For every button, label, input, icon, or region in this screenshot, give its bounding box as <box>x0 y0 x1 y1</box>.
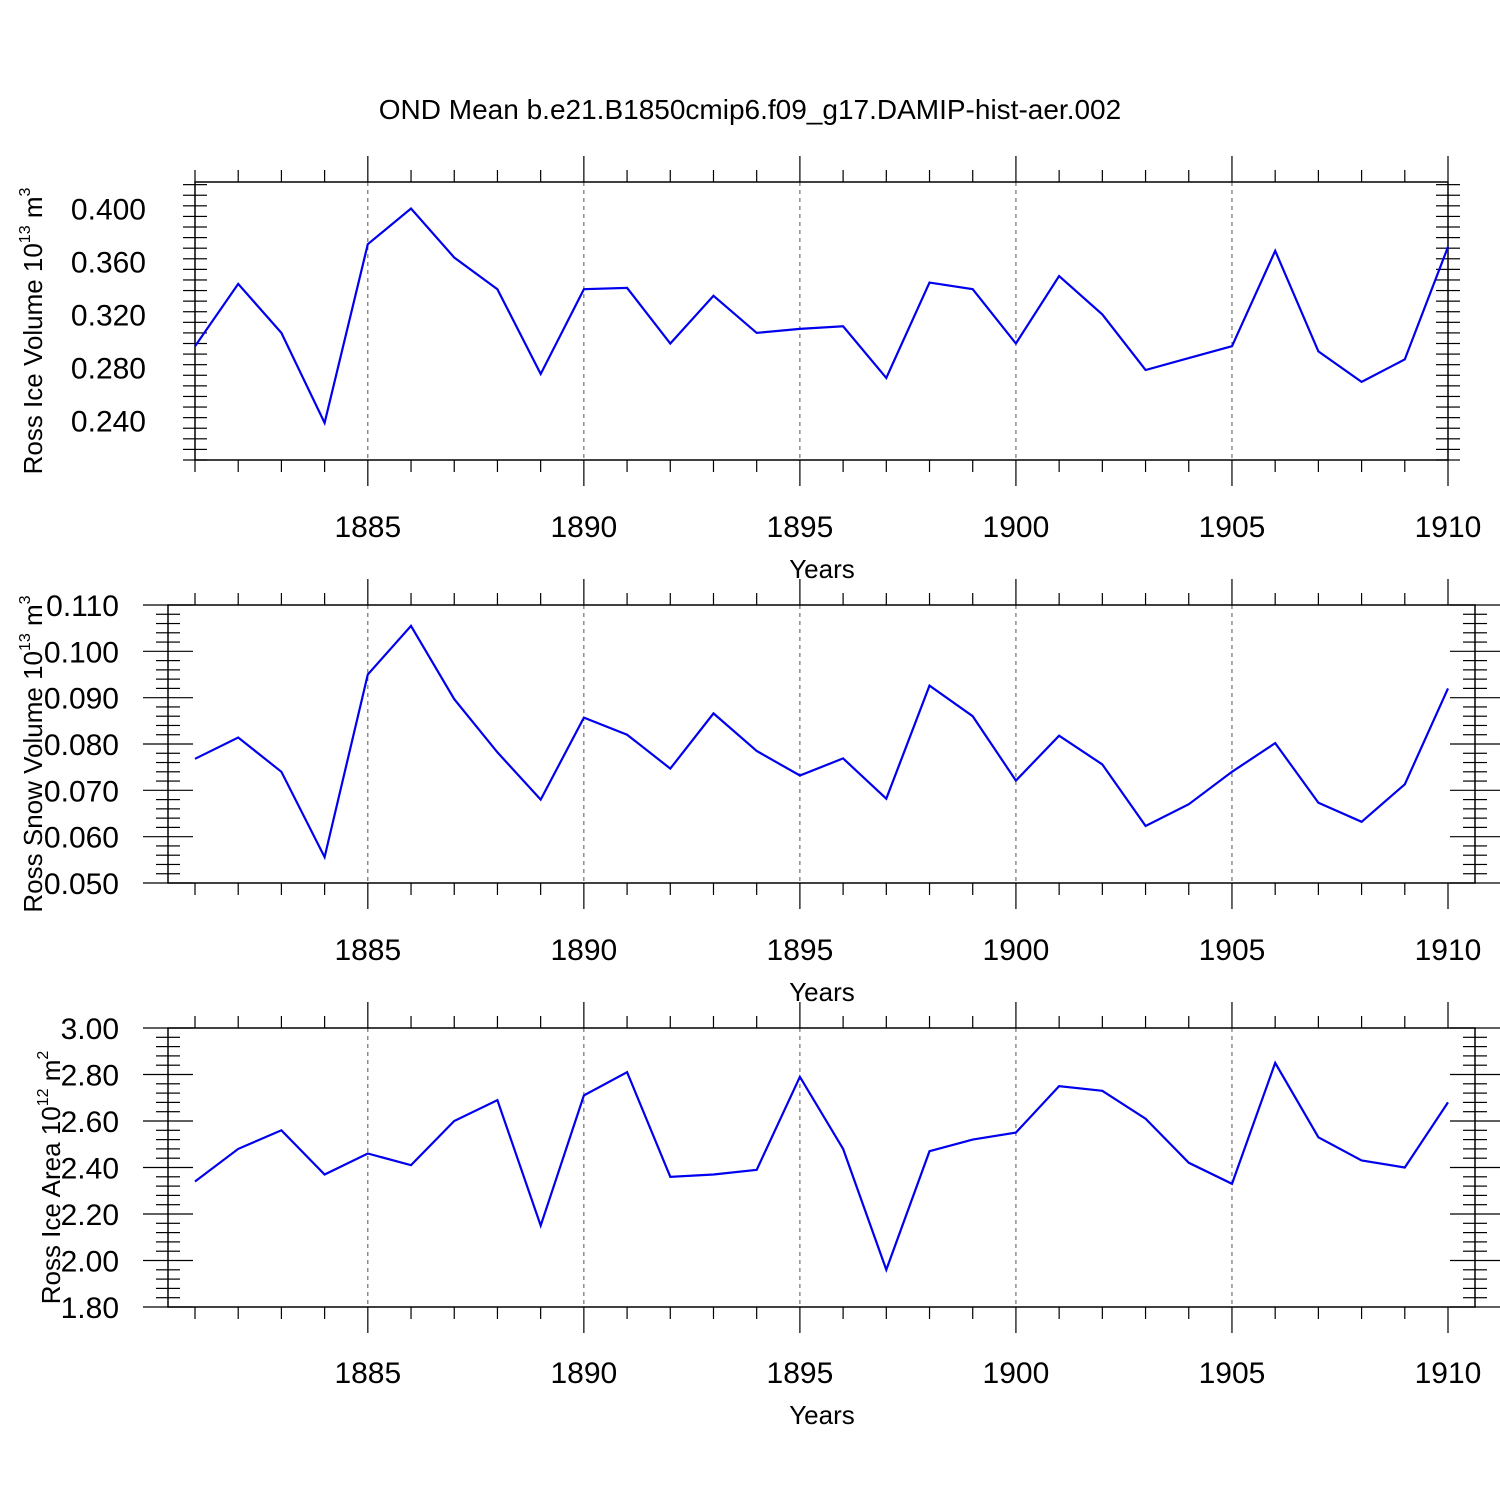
y-tick-label: 0.060 <box>44 822 119 855</box>
x-tick-label-1910: 1910 <box>1415 1357 1482 1390</box>
y-tick-label: 3.00 <box>61 1013 119 1046</box>
plot-frame <box>167 604 1476 884</box>
x-tick-label-1900: 1900 <box>983 934 1050 967</box>
panel-1: 0.240 0.280 0.320 0.360 0.400 1885 1890 1895 190… <box>17 156 1481 584</box>
y-tick-label: 0.360 <box>71 246 146 279</box>
x-tick-label-1900: 1900 <box>983 511 1050 544</box>
y-tick-label: 0.280 <box>71 352 146 385</box>
x-tick-label-1905: 1905 <box>1199 934 1266 967</box>
x-tick-label-1885: 1885 <box>334 1357 401 1390</box>
figure-title: OND Mean b.e21.B1850cmip6.f09_g17.DAMIP-… <box>379 94 1121 125</box>
y-tick-label: 0.080 <box>44 729 119 762</box>
y-tick-label: 2.80 <box>61 1060 119 1093</box>
y-axis-label: Ross Ice Volume 1013 m3 <box>17 187 48 474</box>
x-tick-label-1890: 1890 <box>550 511 617 544</box>
y-tick-label: 0.100 <box>44 636 119 669</box>
x-axis-label: Years <box>789 1400 855 1430</box>
x-tick-label-1890: 1890 <box>550 1357 617 1390</box>
y-tick-label: 2.60 <box>61 1106 119 1139</box>
y-axis-label: Ross Snow Volume 1013 m3 <box>17 595 48 912</box>
x-tick-label-1885: 1885 <box>334 511 401 544</box>
x-tick-label-1905: 1905 <box>1199 511 1266 544</box>
y-tick-label: 2.40 <box>61 1153 119 1186</box>
x-tick-label-1910: 1910 <box>1415 511 1482 544</box>
x-tick-label-1890: 1890 <box>550 934 617 967</box>
y-axis-label: Ross Ice Area 1012 m2 <box>35 1051 66 1305</box>
panel-2: 0.050 0.060 0.070 0.080 0.090 0.100 0.110 1885 1… <box>17 579 1500 1007</box>
y-tick-label: 0.090 <box>44 683 119 716</box>
panels: 0.240 0.280 0.320 0.360 0.400 1885 1890 1895 190… <box>17 156 1500 1430</box>
panel-3: 1.80 2.00 2.20 2.40 2.60 2.80 3.00 1885 1890 1895… <box>35 1002 1500 1430</box>
y-tick-label: 0.110 <box>46 590 119 623</box>
x-tick-label-1895: 1895 <box>767 934 834 967</box>
x-tick-label-1885: 1885 <box>334 934 401 967</box>
series-line <box>194 206 1450 427</box>
y-tick-label: 0.050 <box>44 868 119 901</box>
x-tick-label-1910: 1910 <box>1415 934 1482 967</box>
x-axis-label: Years <box>789 977 855 1007</box>
y-tick-label: 2.20 <box>61 1199 119 1232</box>
plot-frame <box>194 181 1449 461</box>
y-tick-label: 0.400 <box>71 193 146 226</box>
y-tick-label: 0.240 <box>71 405 146 438</box>
x-tick-label-1895: 1895 <box>767 511 834 544</box>
x-tick-label-1900: 1900 <box>983 1357 1050 1390</box>
x-tick-label-1905: 1905 <box>1199 1357 1266 1390</box>
x-tick-label-1895: 1895 <box>767 1357 834 1390</box>
series-line <box>194 1060 1449 1274</box>
y-tick-label: 0.070 <box>44 775 119 808</box>
y-tick-label: 0.320 <box>71 299 146 332</box>
y-tick-label: 1.80 <box>61 1292 119 1325</box>
x-axis-label: Years <box>789 554 855 584</box>
y-tick-label: 2.00 <box>61 1246 119 1279</box>
series-line <box>194 624 1450 861</box>
